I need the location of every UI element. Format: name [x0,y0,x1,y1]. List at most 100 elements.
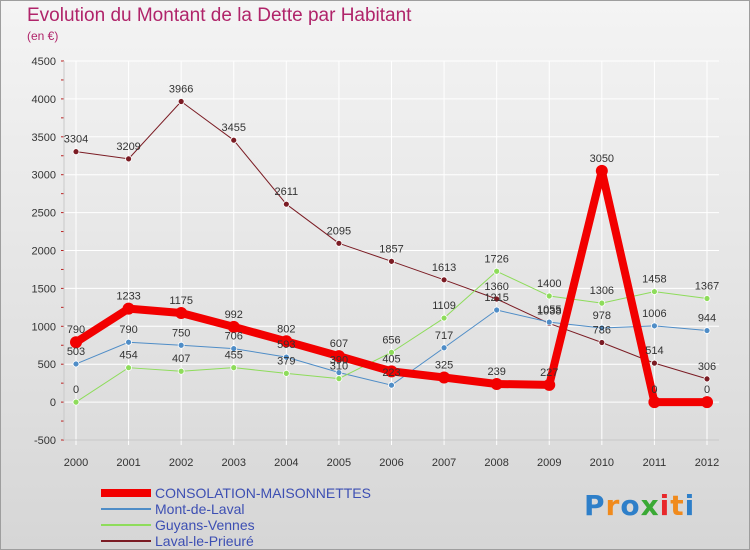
data-point-laval-le-prieur- [125,155,132,163]
data-label-consolation-maisonnettes: 0 [704,384,710,396]
data-point-mont-de-laval [125,338,132,346]
y-tick-label: 4500 [32,56,56,68]
data-label-laval-le-prieur-: 3966 [169,83,193,95]
data-point-guyans-vennes [598,299,606,307]
data-point-guyans-vennes [335,375,343,383]
data-label-guyans-vennes: 455 [225,350,243,362]
data-point-laval-le-prieur- [388,257,395,265]
y-tick-label: -500 [34,435,56,447]
data-label-laval-le-prieur-: 1360 [484,281,508,293]
data-label-mont-de-laval: 390 [330,355,348,367]
data-point-guyans-vennes [230,364,238,372]
data-point-consolation-maisonnettes [648,396,661,409]
data-point-guyans-vennes [703,295,711,302]
x-tick-label: 2008 [484,457,508,469]
legend-swatch [101,489,151,497]
data-label-mont-de-laval: 790 [119,324,137,336]
data-point-consolation-maisonnettes [175,307,188,320]
data-point-consolation-maisonnettes [701,396,713,409]
data-point-consolation-maisonnettes [280,335,293,348]
data-label-laval-le-prieur-: 306 [698,361,716,373]
data-point-laval-le-prieur- [651,359,658,367]
data-label-consolation-maisonnettes: 992 [225,309,243,321]
data-label-guyans-vennes: 1458 [642,274,666,286]
x-tick-label: 2001 [116,457,140,469]
data-label-mont-de-laval: 503 [67,346,85,358]
data-label-guyans-vennes: 1400 [537,278,561,290]
data-point-laval-le-prieur- [177,98,185,105]
legend-item: Guyans-Vennes [101,517,441,533]
x-tick-label: 2012 [695,457,719,469]
x-tick-label: 2009 [537,457,561,469]
legend: CONSOLATION-MAISONNETTES Mont-de-Laval Guy… [101,485,441,549]
data-point-guyans-vennes [125,364,132,372]
data-label-guyans-vennes: 407 [172,353,190,365]
data-point-consolation-maisonnettes [122,302,135,315]
data-point-laval-le-prieur- [282,200,290,208]
data-label-mont-de-laval: 717 [435,330,453,342]
data-label-guyans-vennes: 1726 [484,253,508,265]
data-label-laval-le-prieur-: 514 [645,345,663,357]
data-label-mont-de-laval: 750 [172,327,190,339]
data-point-guyans-vennes [545,292,553,300]
y-tick-label: 500 [38,359,56,371]
data-label-laval-le-prieur-: 1613 [432,262,456,274]
data-point-mont-de-laval [651,322,658,330]
legend-label: Laval-le-Prieuré [155,533,254,549]
proxiti-logo: Proxiti [584,489,696,522]
data-point-guyans-vennes [177,367,185,375]
data-label-consolation-maisonnettes: 802 [277,323,295,335]
chart-title: Evolution du Montant de la Dette par Hab… [27,5,412,26]
legend-label: CONSOLATION-MAISONNETTES [155,485,371,501]
data-label-consolation-maisonnettes: 325 [435,359,453,371]
data-label-consolation-maisonnettes: 3050 [590,153,614,165]
data-point-mont-de-laval [440,344,448,352]
data-point-mont-de-laval [72,360,80,368]
chart-subtitle: (en €) [27,29,59,43]
y-tick-label: 2000 [32,246,56,258]
data-point-laval-le-prieur- [335,239,343,247]
data-point-mont-de-laval [388,381,395,389]
data-point-consolation-maisonnettes [385,365,398,378]
data-point-laval-le-prieur- [440,276,448,284]
data-point-consolation-maisonnettes [490,377,503,390]
y-tick-label: 3500 [32,132,56,144]
data-label-consolation-maisonnettes: 1175 [169,295,193,307]
data-label-laval-le-prieur-: 3455 [222,122,246,134]
data-point-mont-de-laval [545,318,553,326]
legend-item: Laval-le-Prieuré [101,533,441,549]
data-label-consolation-maisonnettes: 405 [382,353,400,365]
data-point-guyans-vennes [493,267,501,275]
data-point-consolation-maisonnettes [595,164,608,177]
y-tick-label: 2500 [32,208,56,220]
data-point-guyans-vennes [282,369,290,377]
legend-item: Mont-de-Laval [101,501,441,517]
x-tick-label: 2011 [643,457,667,469]
data-point-consolation-maisonnettes [332,350,345,363]
data-label-laval-le-prieur-: 3304 [64,134,88,146]
data-point-consolation-maisonnettes [70,336,82,349]
legend-swatch [101,508,151,510]
data-point-laval-le-prieur- [598,339,606,346]
legend-swatch [101,540,151,542]
data-label-mont-de-laval: 1055 [537,304,561,316]
data-label-laval-le-prieur-: 2611 [275,186,299,198]
x-tick-label: 2003 [222,457,246,469]
data-point-mont-de-laval [177,341,185,349]
data-label-guyans-vennes: 1306 [590,285,614,297]
data-point-mont-de-laval [703,327,711,334]
data-label-guyans-vennes: 310 [330,361,348,373]
x-tick-label: 2004 [274,457,298,469]
data-label-consolation-maisonnettes: 0 [651,384,657,396]
y-tick-label: 4000 [32,94,56,106]
y-tick-label: 3000 [32,170,56,182]
legend-label: Guyans-Vennes [155,517,255,533]
y-tick-label: 1500 [32,283,56,295]
data-label-guyans-vennes: 0 [73,384,79,396]
data-label-consolation-maisonnettes: 1233 [116,291,140,303]
data-label-laval-le-prieur-: 3209 [116,141,140,153]
legend-label: Mont-de-Laval [155,501,245,517]
x-tick-label: 2000 [64,457,88,469]
data-point-laval-le-prieur- [72,148,80,156]
